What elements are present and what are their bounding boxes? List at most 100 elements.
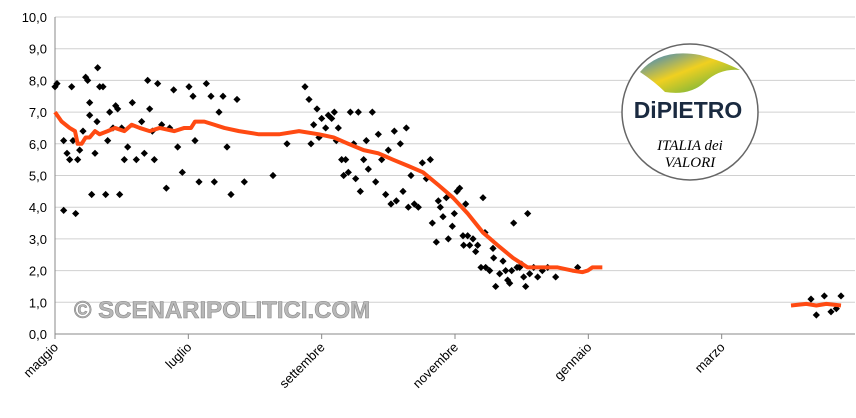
point bbox=[418, 159, 426, 167]
point bbox=[426, 156, 434, 164]
point bbox=[462, 200, 470, 208]
y-tick-label: 10,0 bbox=[22, 10, 47, 25]
point bbox=[344, 168, 352, 176]
point bbox=[496, 270, 504, 278]
y-tick-label: 5,0 bbox=[29, 169, 47, 184]
point bbox=[269, 171, 277, 180]
point bbox=[574, 263, 582, 272]
y-tick-label: 0,0 bbox=[29, 327, 47, 342]
point bbox=[106, 108, 114, 116]
point bbox=[390, 127, 398, 135]
point bbox=[354, 108, 362, 116]
point bbox=[342, 156, 350, 164]
watermark: © SCENARIPOLITICI.COM bbox=[74, 297, 370, 324]
point bbox=[499, 257, 507, 265]
point bbox=[524, 209, 532, 218]
point bbox=[330, 108, 338, 116]
point bbox=[378, 156, 386, 164]
point bbox=[448, 222, 456, 230]
point bbox=[477, 263, 485, 272]
point bbox=[396, 140, 404, 148]
point bbox=[820, 292, 828, 300]
point bbox=[124, 143, 132, 151]
logo-title: DiPIETRO bbox=[634, 97, 743, 123]
point bbox=[307, 140, 315, 148]
point bbox=[827, 308, 835, 316]
point bbox=[526, 270, 534, 278]
point bbox=[552, 273, 560, 281]
y-tick-label: 3,0 bbox=[29, 232, 47, 247]
point bbox=[432, 238, 440, 246]
y-tick-label: 6,0 bbox=[29, 137, 47, 152]
point bbox=[837, 292, 845, 300]
point bbox=[207, 92, 215, 100]
point bbox=[144, 76, 152, 84]
point bbox=[382, 190, 390, 199]
point bbox=[460, 241, 468, 249]
point bbox=[72, 209, 80, 218]
point bbox=[459, 232, 467, 240]
point bbox=[492, 282, 500, 291]
point bbox=[60, 137, 68, 145]
point bbox=[469, 235, 477, 243]
point bbox=[387, 200, 395, 208]
point bbox=[450, 209, 458, 218]
point bbox=[812, 311, 820, 319]
point bbox=[88, 190, 96, 199]
point bbox=[334, 124, 342, 132]
point bbox=[444, 235, 452, 243]
point bbox=[436, 203, 444, 211]
y-tick-label: 1,0 bbox=[29, 295, 47, 310]
point bbox=[154, 79, 162, 88]
point bbox=[170, 86, 178, 94]
point bbox=[364, 165, 372, 173]
point bbox=[338, 156, 346, 164]
point bbox=[508, 267, 516, 275]
point bbox=[490, 254, 498, 262]
point bbox=[128, 98, 136, 107]
point bbox=[466, 241, 474, 249]
logo-bird bbox=[640, 53, 740, 93]
point bbox=[114, 105, 122, 113]
point bbox=[428, 219, 436, 227]
point bbox=[414, 203, 422, 211]
point bbox=[352, 175, 360, 183]
point bbox=[502, 267, 510, 275]
point bbox=[91, 149, 99, 157]
point bbox=[434, 197, 442, 205]
point bbox=[356, 187, 364, 195]
point bbox=[807, 295, 815, 303]
y-tick-label: 2,0 bbox=[29, 264, 47, 279]
logo-line: VALORI bbox=[665, 155, 717, 171]
point bbox=[522, 282, 530, 291]
point bbox=[120, 156, 128, 164]
point bbox=[372, 178, 380, 186]
y-tick-label: 8,0 bbox=[29, 73, 47, 88]
point bbox=[178, 168, 186, 176]
point bbox=[340, 171, 348, 180]
point bbox=[66, 156, 74, 164]
point bbox=[86, 111, 94, 119]
point bbox=[215, 108, 223, 116]
point bbox=[534, 273, 542, 281]
x-tick-label: settembre bbox=[276, 340, 327, 391]
logo-line: ITALIA dei bbox=[656, 138, 723, 154]
point bbox=[185, 83, 193, 91]
x-tick-label: gennaio bbox=[551, 340, 594, 383]
point bbox=[162, 184, 170, 192]
point bbox=[360, 156, 368, 164]
point bbox=[68, 83, 76, 91]
point bbox=[374, 130, 382, 138]
y-tick-label: 9,0 bbox=[29, 42, 47, 57]
point bbox=[510, 219, 518, 227]
point bbox=[392, 197, 400, 205]
point bbox=[404, 203, 412, 211]
grid bbox=[55, 16, 855, 335]
point bbox=[60, 206, 68, 214]
point bbox=[305, 95, 313, 104]
point bbox=[150, 156, 158, 164]
point bbox=[79, 127, 87, 135]
x-tick-label: luglio bbox=[162, 340, 194, 372]
point bbox=[399, 187, 407, 195]
